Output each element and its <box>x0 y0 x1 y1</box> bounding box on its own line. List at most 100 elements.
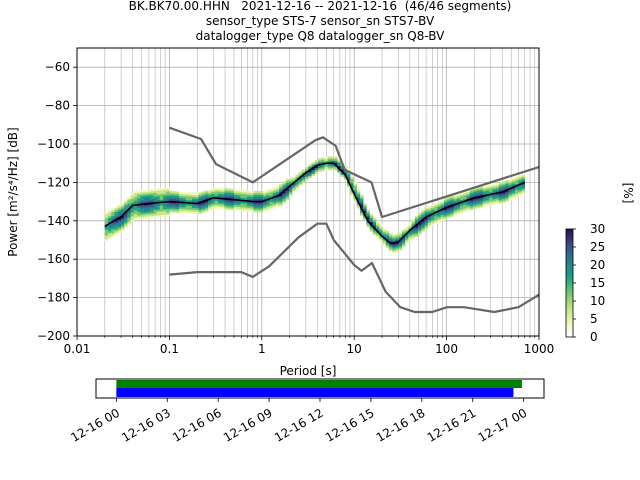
psd-density-cell <box>269 195 274 199</box>
psd-density-cell <box>485 188 490 191</box>
psd-density-cell <box>511 181 516 184</box>
psd-density-cell <box>424 221 429 224</box>
psd-density-cell <box>159 197 164 200</box>
psd-density-cell <box>376 226 380 230</box>
psd-density-cell <box>195 200 199 203</box>
psd-density-cell <box>137 217 141 220</box>
psd-density-cell <box>246 194 251 197</box>
psd-density-cell <box>130 196 135 200</box>
psd-density-cell <box>140 216 144 220</box>
psd-density-cell <box>188 205 193 208</box>
psd-density-cell <box>159 195 164 198</box>
psd-density-cell <box>214 191 219 194</box>
psd-density-cell <box>469 190 474 193</box>
psd-density-cell <box>514 187 519 190</box>
psd-density-cell <box>321 161 325 164</box>
psd-density-cell <box>334 158 338 161</box>
psd-density-cell <box>359 214 364 217</box>
psd-density-cell <box>476 205 480 209</box>
psd-density-cell <box>437 206 442 209</box>
psd-density-cell <box>153 192 157 195</box>
psd-density-cell <box>424 219 429 222</box>
psd-density-cell <box>201 202 206 206</box>
psd-density-cell <box>476 188 480 191</box>
psd-density-cell <box>401 237 406 240</box>
psd-density-cell <box>505 193 509 196</box>
psd-density-cell <box>379 238 383 241</box>
psd-density-cell <box>514 193 519 196</box>
psd-density-cell <box>159 203 164 206</box>
psd-density-cell <box>117 208 122 211</box>
psd-density-cell <box>456 212 461 215</box>
colorbar-tick-label: 5 <box>590 312 598 326</box>
psd-density-cell <box>427 217 432 220</box>
psd-density-cell <box>518 186 522 189</box>
psd-density-cell <box>369 225 374 228</box>
psd-density-cell <box>495 194 500 197</box>
psd-density-cell <box>188 200 193 203</box>
psd-density-cell <box>162 193 167 196</box>
psd-density-cell <box>279 203 283 206</box>
psd-density-cell <box>159 213 164 216</box>
psd-density-cell <box>514 183 519 186</box>
psd-density-cell <box>437 202 442 206</box>
psd-density-cell <box>211 191 215 194</box>
psd-density-cell <box>130 194 135 198</box>
x-tick-label: 1000 <box>524 342 555 356</box>
psd-density-cell <box>227 201 232 205</box>
psd-density-cell <box>166 210 170 213</box>
psd-density-cell <box>179 203 183 206</box>
psd-density-cell <box>120 208 125 211</box>
psd-density-cell <box>473 203 477 206</box>
psd-density-cell <box>124 203 128 206</box>
psd-density-cell <box>275 185 280 189</box>
psd-density-cell <box>166 195 170 198</box>
psd-density-cell <box>305 174 309 177</box>
psd-density-cell <box>440 201 445 204</box>
psd-density-cell <box>334 156 338 160</box>
psd-density-cell <box>120 217 125 221</box>
psd-density-cell <box>272 194 277 197</box>
psd-density-cell <box>353 191 358 194</box>
psd-density-cell <box>263 196 267 199</box>
psd-density-cell <box>104 237 109 240</box>
psd-density-cell <box>508 184 513 187</box>
psd-density-cell <box>137 190 141 193</box>
psd-density-cell <box>253 196 257 199</box>
psd-density-cell <box>492 191 496 194</box>
psd-density-cell <box>114 211 119 214</box>
psd-density-cell <box>431 215 435 218</box>
psd-density-cell <box>204 190 209 193</box>
psd-density-cell <box>114 209 119 213</box>
psd-density-cell <box>350 174 354 178</box>
psd-density-cell <box>166 198 170 202</box>
psd-density-cell <box>443 209 448 212</box>
psd-density-cell <box>153 204 157 207</box>
psd-density-cell <box>285 178 290 182</box>
psd-density-cell <box>182 205 186 208</box>
psd-density-cell <box>476 190 480 193</box>
psd-density-cell <box>114 213 119 216</box>
psd-density-cell <box>227 190 232 193</box>
chart-title-line-3: datalogger_type Q8 datalogger_sn Q8-BV <box>195 29 445 43</box>
psd-density-cell <box>227 192 232 195</box>
psd-density-cell <box>192 204 196 207</box>
psd-density-cell <box>498 182 503 185</box>
psd-density-cell <box>198 203 203 207</box>
psd-density-cell <box>117 231 122 234</box>
psd-density-cell <box>198 211 203 214</box>
psd-density-cell <box>198 196 203 199</box>
psd-density-cell <box>169 194 173 198</box>
psd-density-cell <box>372 219 377 222</box>
psd-density-cell <box>272 206 277 209</box>
psd-density-cell <box>279 190 283 193</box>
psd-density-cell <box>314 171 319 174</box>
y-tick-label: −180 <box>37 291 70 305</box>
psd-density-cell <box>127 221 131 224</box>
psd-density-cell <box>469 207 474 211</box>
psd-density-cell <box>179 195 183 198</box>
psd-density-cell <box>137 207 141 210</box>
psd-density-cell <box>275 189 280 193</box>
psd-density-cell <box>169 204 173 207</box>
psd-density-cell <box>153 209 157 212</box>
